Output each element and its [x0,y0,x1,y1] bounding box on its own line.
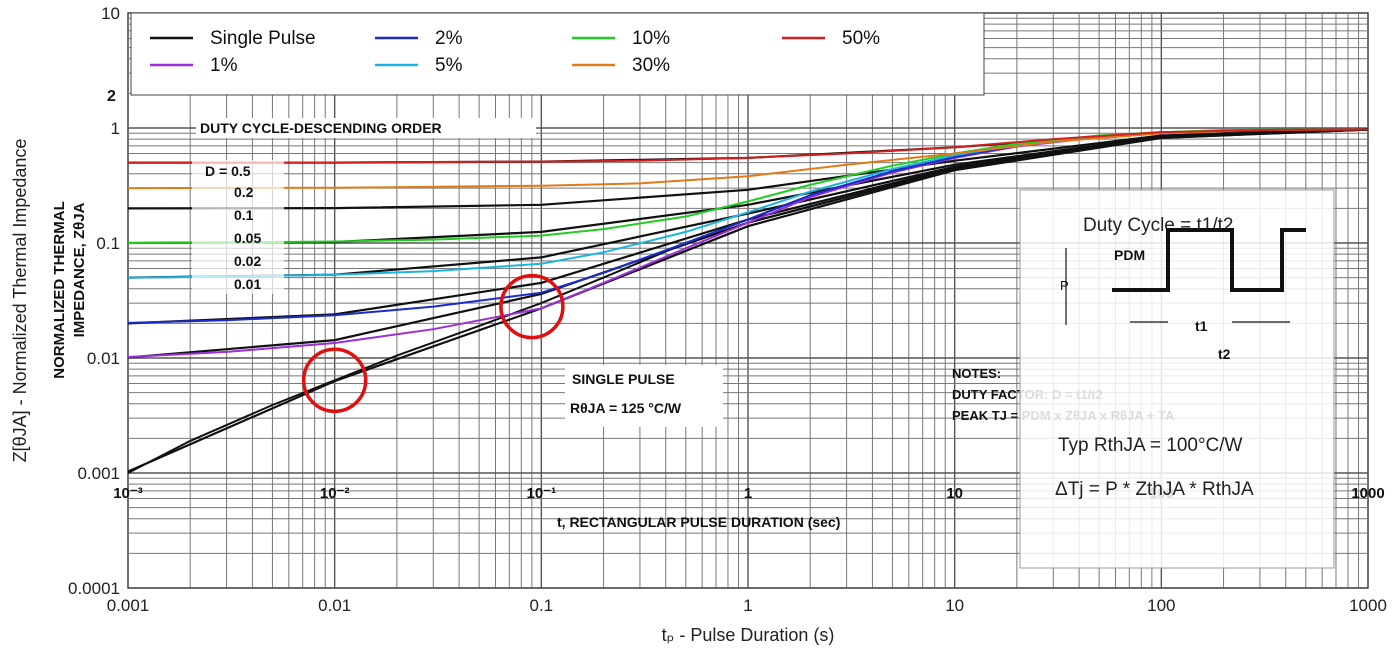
single-pulse-box [565,365,723,427]
y-tick-2: 2 [107,88,116,105]
legend: Single Pulse 1% 2% 5% 10% 30% 50% [130,12,985,96]
d-label-1: 0.2 [234,184,254,200]
highlight-circle-1 [499,273,565,340]
inset-box [1019,189,1335,569]
left-label-line1: NORMALIZED THERMAL [51,201,68,378]
legend-box [130,12,985,96]
y-tick-label: 0.01 [87,349,120,368]
x-tick-label: 0.001 [107,596,150,615]
y-tick-label: 0.001 [77,464,120,483]
overlay-x-axis-label: t, RECTANGULAR PULSE DURATION (sec) [557,514,840,530]
inset-t2: t2 [1218,346,1231,362]
d-label-3: 0.05 [234,230,261,246]
legend-label: 1% [210,55,238,76]
inset-duty-cycle: Duty Cycle = t1/t2 [1083,215,1233,236]
y-tick-label: 10 [101,4,120,23]
overlay-x-tick: 10⁻¹ [527,485,557,502]
inset-p: P [1060,278,1069,293]
overlay-x-tick: 1000 [1351,485,1384,502]
legend-label: 10% [632,28,670,49]
y-tick-label: 0.1 [96,234,120,253]
inset-typ-rth: Typ RthJA = 100°C/W [1058,435,1243,456]
notes-title: NOTES: [952,366,1001,381]
highlight-circle-0 [301,347,368,414]
y-tick-label: 1 [111,119,120,138]
inset-t1: t1 [1195,318,1208,334]
legend-label: 30% [632,55,670,76]
y-axis-label: Z[θJA] - Normalized Thermal Impedance [10,139,30,463]
d-label-4: 0.02 [234,253,261,269]
x-tick-label: 1000 [1349,596,1387,615]
left-label-line2: IMPEDANCE, ZθJA [71,202,88,337]
x-tick-label: 10 [945,596,964,615]
overlay-x-tick: 10 [946,485,963,502]
reference-curve-1 [127,128,1369,210]
y-tick-label: 0.0001 [68,579,120,598]
r-theta-label: RθJA = 125 °C/W [570,400,682,416]
d-label-2: 0.1 [234,207,254,223]
single-pulse-label: SINGLE PULSE [572,371,675,387]
legend-label: Single Pulse [210,28,316,49]
inset-pdm: PDM [1114,247,1145,263]
d-label-0: D = 0.5 [205,163,251,179]
d-labels-bg [192,160,284,294]
legend-label: 5% [435,55,463,76]
x-tick-label: 100 [1147,596,1175,615]
overlay-x-tick: 10⁻³ [113,485,143,502]
x-axis-label: tₚ - Pulse Duration (s) [662,625,835,645]
inset-delta-tj: ΔTj = P * ZthJA * RthJA [1055,479,1254,500]
overlay-labels: NORMALIZED THERMAL IMPEDANCE, ZθJA 2 DUT… [51,88,1385,530]
overlay-x-tick: 1 [744,485,752,502]
axis-layer: 0.001 0.01 0.1 1 10 100 10000.00010.0010.010.1… [10,4,1387,645]
x-tick-label: 1 [743,596,752,615]
pulse-inset: Duty Cycle = t1/t2 PDM P t1 t2 Typ RthJA… [1019,189,1335,569]
duty-title-bg [196,118,536,138]
legend-label: 2% [435,28,463,49]
highlight-layer [301,273,565,414]
x-tick-label: 0.01 [318,596,351,615]
duty-cycle-title: DUTY CYCLE-DESCENDING ORDER [200,120,442,136]
curve-layer [127,128,1369,474]
d-label-5: 0.01 [234,276,261,292]
overlay-x-tick: 10⁻² [320,485,350,502]
pulse-waveform [1112,228,1306,292]
series-line-6 [127,128,1369,164]
legend-items: Single Pulse 1% 2% 5% 10% 30% 50% [150,28,880,76]
x-tick-label: 0.1 [530,596,554,615]
legend-label: 50% [842,28,880,49]
